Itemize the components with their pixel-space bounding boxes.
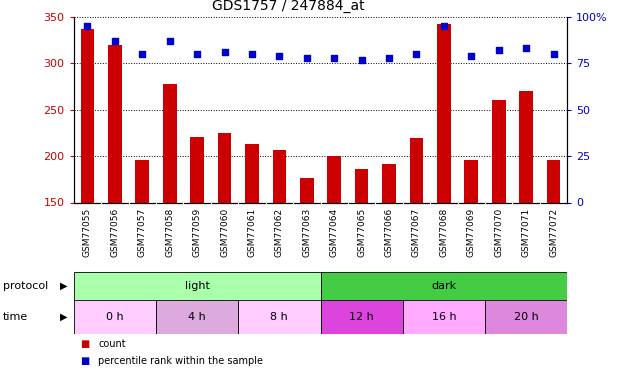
Text: ■: ■ [80,339,89,349]
Bar [403,300,485,334]
Bar [320,272,567,300]
Text: GSM77065: GSM77065 [357,208,366,257]
Text: GSM77059: GSM77059 [192,208,202,257]
Bar [300,178,313,203]
Point [549,51,559,57]
Text: GSM77056: GSM77056 [110,208,119,257]
Bar [74,272,320,300]
Bar [218,133,231,202]
Text: 12 h: 12 h [349,312,374,322]
Text: GSM77057: GSM77057 [138,208,147,257]
Point [82,23,92,29]
Bar [163,84,176,203]
Bar [238,300,320,334]
Bar [328,156,341,203]
Text: light: light [185,281,210,291]
Text: GSM77063: GSM77063 [303,208,312,257]
Text: ■: ■ [80,356,89,366]
Bar [492,100,506,202]
Bar [156,300,238,334]
Text: GSM77072: GSM77072 [549,208,558,257]
Text: GSM77055: GSM77055 [83,208,92,257]
Bar [190,136,204,202]
Point [165,38,175,44]
Text: 20 h: 20 h [514,312,538,322]
Text: GSM77064: GSM77064 [329,208,338,257]
Bar [354,169,369,202]
Text: GSM77069: GSM77069 [467,208,476,257]
Text: protocol: protocol [3,281,49,291]
Point [219,49,229,55]
Point [521,45,531,51]
Text: time: time [3,312,28,322]
Point [247,51,257,57]
Point [274,53,285,59]
Point [438,23,449,29]
Bar [382,165,396,202]
Text: count: count [98,339,126,349]
Bar [519,91,533,202]
Point [192,51,203,57]
Bar [485,300,567,334]
Point [412,51,422,57]
Text: GDS1757 / 247884_at: GDS1757 / 247884_at [212,0,365,13]
Bar [272,150,287,202]
Point [356,57,367,63]
Text: GSM77062: GSM77062 [275,208,284,257]
Text: GSM77061: GSM77061 [247,208,256,257]
Text: 4 h: 4 h [188,312,206,322]
Bar [465,160,478,202]
Text: GSM77070: GSM77070 [494,208,503,257]
Text: GSM77066: GSM77066 [385,208,394,257]
Bar [135,160,149,202]
Text: GSM77058: GSM77058 [165,208,174,257]
Text: 8 h: 8 h [271,312,288,322]
Text: GSM77060: GSM77060 [220,208,229,257]
Text: 0 h: 0 h [106,312,124,322]
Text: GSM77068: GSM77068 [439,208,449,257]
Text: 16 h: 16 h [431,312,456,322]
Text: ▶: ▶ [60,281,67,291]
Text: GSM77071: GSM77071 [522,208,531,257]
Bar [410,138,423,202]
Bar [245,144,259,202]
Text: ▶: ▶ [60,312,67,322]
Point [329,55,339,61]
Bar [81,29,94,202]
Text: GSM77067: GSM77067 [412,208,421,257]
Point [494,47,504,53]
Bar [320,300,403,334]
Bar [437,24,451,202]
Bar [74,300,156,334]
Bar [108,45,122,203]
Point [466,53,476,59]
Point [137,51,147,57]
Bar [547,160,560,202]
Point [384,55,394,61]
Text: percentile rank within the sample: percentile rank within the sample [98,356,263,366]
Point [302,55,312,61]
Point [110,38,120,44]
Text: dark: dark [431,281,456,291]
